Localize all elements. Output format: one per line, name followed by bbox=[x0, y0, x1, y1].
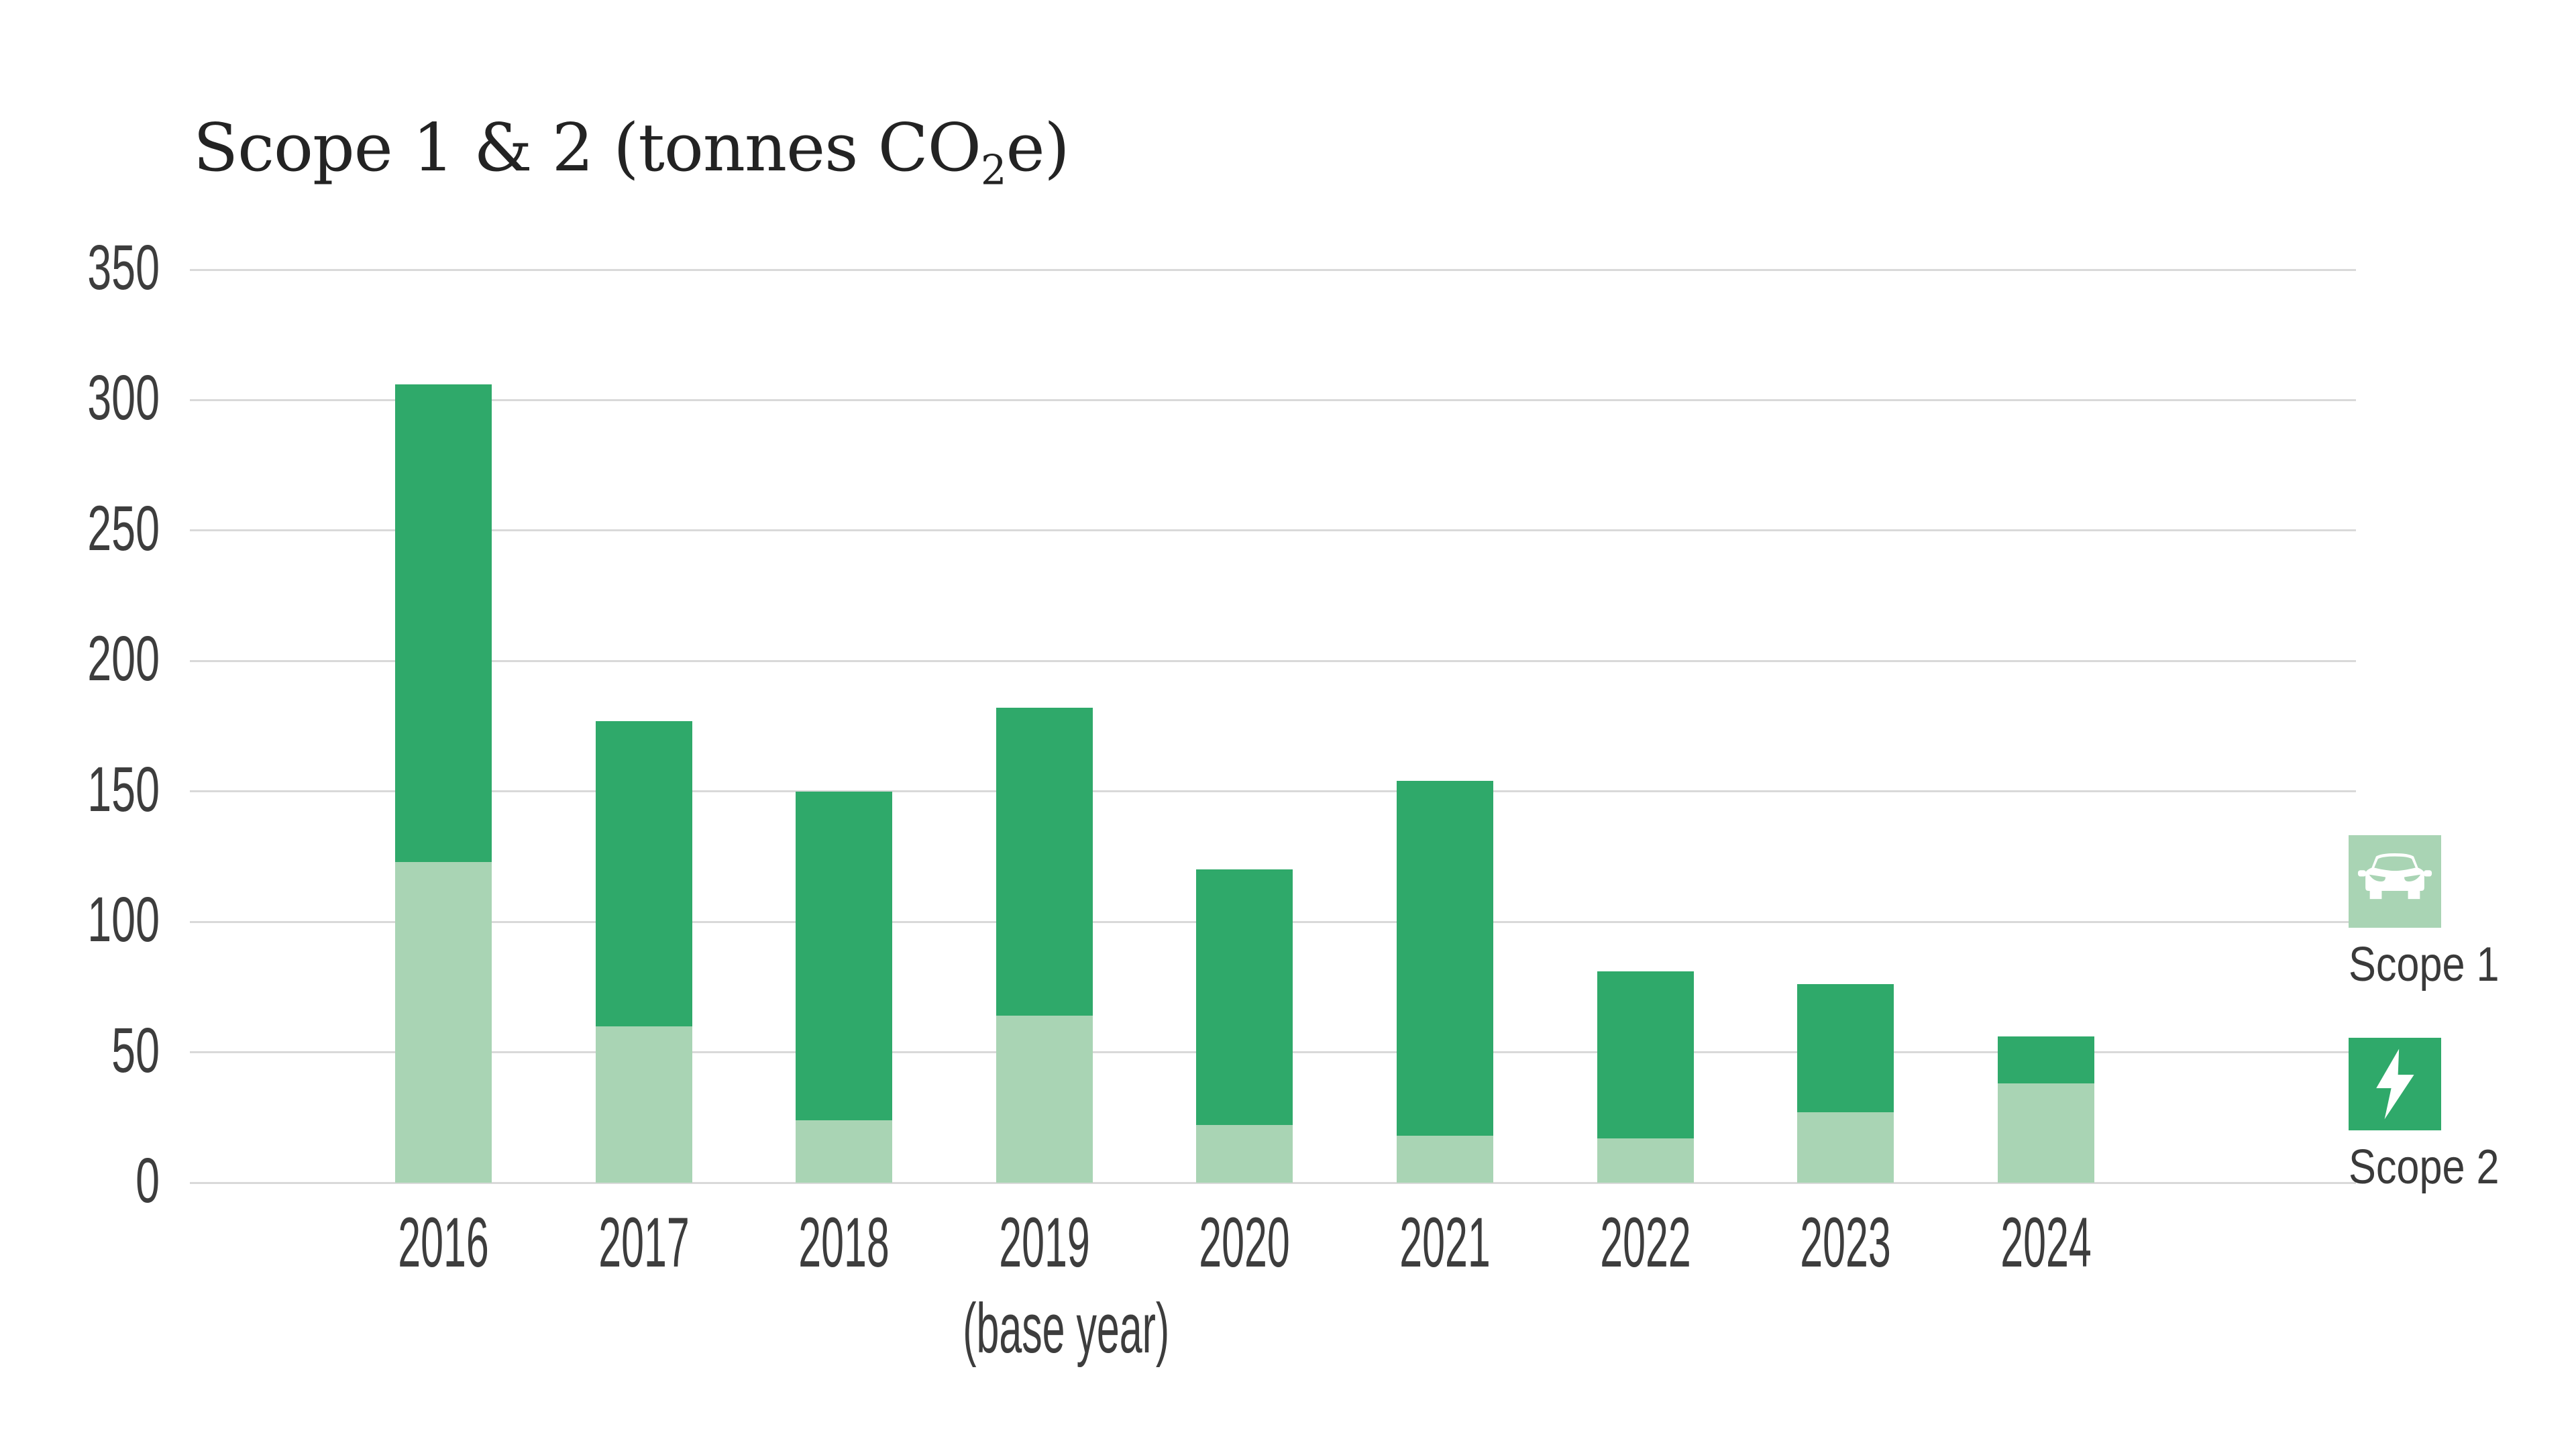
x-tick-label-2020: 2020 bbox=[1199, 1203, 1291, 1282]
x-tick-label-2017: 2017 bbox=[598, 1203, 690, 1282]
bar-2024-scope1 bbox=[1997, 1083, 2094, 1183]
legend-swatch-scope2 bbox=[2349, 1038, 2441, 1130]
x-sub-label-base-year: (base year) bbox=[962, 1289, 1170, 1368]
bar-2019-scope2 bbox=[996, 708, 1093, 1016]
bar-2020-scope1 bbox=[1196, 1125, 1293, 1183]
y-tick-label: 0 bbox=[136, 1145, 160, 1216]
x-tick-label-2021: 2021 bbox=[1399, 1203, 1491, 1282]
bar-2022-scope1 bbox=[1597, 1138, 1694, 1183]
y-tick-label: 100 bbox=[87, 884, 160, 956]
y-tick-label: 350 bbox=[87, 232, 160, 303]
x-tick-label-2016: 2016 bbox=[398, 1203, 489, 1282]
bar-2017-scope2 bbox=[595, 720, 692, 1026]
gridline-y-0 bbox=[190, 1181, 2356, 1184]
bar-2023-scope2 bbox=[1797, 984, 1894, 1112]
car-icon bbox=[2357, 853, 2432, 900]
bar-2019-scope1 bbox=[996, 1016, 1093, 1183]
bar-2016-scope2 bbox=[395, 384, 492, 862]
lightning-icon bbox=[2376, 1049, 2414, 1120]
legend-label-scope1: Scope 1 bbox=[2349, 938, 2500, 991]
x-tick-label-2024: 2024 bbox=[2000, 1203, 2092, 1282]
chart-title-suffix: e) bbox=[1006, 110, 1070, 186]
y-tick-label: 50 bbox=[111, 1014, 160, 1086]
bar-2018-scope1 bbox=[796, 1120, 893, 1183]
x-tick-label-2023: 2023 bbox=[1800, 1203, 1891, 1282]
legend-label-scope2: Scope 2 bbox=[2349, 1140, 2500, 1194]
chart-title-subscript: 2 bbox=[980, 147, 1007, 195]
y-tick-label: 200 bbox=[87, 623, 160, 695]
bar-2021-scope2 bbox=[1397, 781, 1493, 1136]
y-tick-label: 300 bbox=[87, 362, 160, 434]
y-tick-label: 150 bbox=[87, 753, 160, 825]
bar-2017-scope1 bbox=[595, 1026, 692, 1183]
bar-2020-scope2 bbox=[1196, 869, 1293, 1126]
gridline-y-200 bbox=[190, 659, 2356, 662]
gridline-y-350 bbox=[190, 268, 2356, 271]
gridline-y-250 bbox=[190, 529, 2356, 532]
bar-2016-scope1 bbox=[395, 861, 492, 1183]
bar-2023-scope1 bbox=[1797, 1112, 1894, 1183]
gridline-y-300 bbox=[190, 398, 2356, 401]
x-tick-label-2018: 2018 bbox=[798, 1203, 890, 1282]
bar-2021-scope1 bbox=[1397, 1136, 1493, 1183]
x-tick-label-2019: 2019 bbox=[999, 1203, 1090, 1282]
bar-2022-scope2 bbox=[1597, 971, 1694, 1138]
x-tick-label-2022: 2022 bbox=[1599, 1203, 1691, 1282]
gridline-y-150 bbox=[190, 790, 2356, 793]
chart-title: Scope 1 & 2 (tonnes CO2e) bbox=[193, 110, 1070, 191]
y-tick-label: 250 bbox=[87, 492, 160, 564]
legend-swatch-scope1 bbox=[2349, 835, 2441, 928]
chart-title-prefix: Scope 1 & 2 (tonnes CO bbox=[193, 110, 981, 186]
bar-2018-scope2 bbox=[796, 791, 893, 1120]
bar-2024-scope2 bbox=[1997, 1036, 2094, 1084]
